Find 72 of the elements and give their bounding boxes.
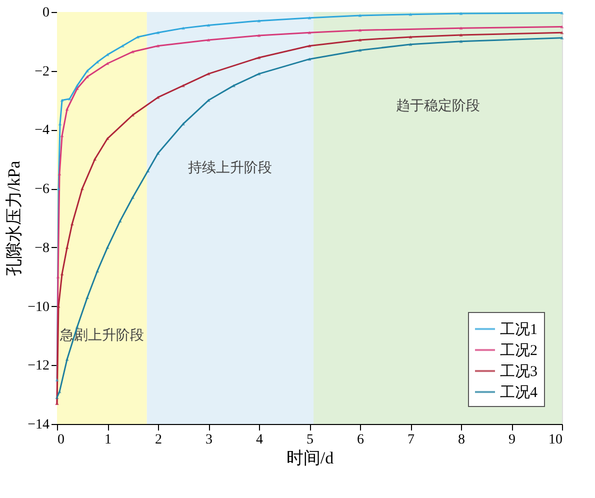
point (408, 12, 412, 16)
point (55, 378, 59, 382)
x-tick-label: 0 (58, 432, 64, 448)
point (206, 38, 210, 42)
point (206, 72, 210, 76)
legend-label: 工况4 (500, 385, 538, 401)
point (60, 98, 64, 102)
point (560, 36, 564, 40)
point (75, 84, 79, 88)
band-label: 趋于稳定阶段 (396, 98, 480, 114)
point (106, 246, 110, 249)
legend-label: 工况3 (500, 364, 538, 380)
x-tick-label: 5 (306, 432, 314, 448)
point (65, 108, 69, 111)
point (86, 69, 90, 72)
y-tick-label: −6 (34, 182, 50, 198)
point (182, 122, 185, 126)
point (93, 158, 97, 161)
point (96, 269, 100, 272)
point (232, 84, 236, 88)
point (459, 12, 463, 15)
x-tick-label: 8 (458, 432, 465, 448)
point (146, 169, 150, 172)
point (118, 219, 122, 222)
y-axis-title: 孔隙水压力/kPa (4, 160, 24, 276)
point (459, 33, 463, 36)
y-tick-label: −14 (28, 418, 50, 432)
y-tick-label: −12 (28, 358, 50, 374)
x-tick-label: 2 (155, 432, 162, 448)
point (408, 36, 412, 39)
point (358, 38, 362, 42)
point (308, 58, 312, 61)
point (257, 19, 261, 22)
y-tick-label: −4 (34, 123, 50, 138)
point (560, 11, 564, 14)
point (65, 358, 69, 361)
point (65, 246, 69, 249)
y-tick-label: −8 (34, 240, 50, 256)
point (55, 396, 59, 400)
y-tick-label: −2 (34, 64, 50, 80)
point (75, 87, 79, 90)
point (408, 42, 412, 46)
point (68, 97, 72, 100)
x-tick-label: 10 (548, 432, 562, 448)
point (257, 72, 261, 76)
point (96, 60, 100, 64)
point (156, 152, 160, 155)
x-tick-label: 4 (256, 432, 263, 448)
x-tick-label: 3 (206, 432, 212, 448)
point (70, 222, 74, 226)
x-tick-label: 9 (508, 432, 516, 448)
point (56, 187, 60, 190)
x-axis-title: 时间/d (286, 448, 334, 468)
legend-label: 工况1 (500, 322, 538, 338)
point (308, 44, 312, 48)
point (131, 196, 134, 199)
point (358, 14, 362, 18)
y-tick-label: 0 (42, 6, 50, 20)
point (358, 48, 362, 52)
band-label: 持续上升阶段 (188, 160, 272, 176)
point (182, 84, 185, 88)
point (308, 16, 312, 20)
x-tick-label: 1 (104, 432, 112, 448)
legend-label: 工况2 (500, 343, 538, 359)
point (156, 44, 160, 48)
point (459, 40, 463, 43)
point (106, 137, 110, 140)
point (80, 187, 84, 190)
y-tick-label: −10 (28, 300, 50, 315)
x-tick-label: 6 (357, 432, 364, 448)
x-tick-label: 7 (408, 432, 414, 448)
point (257, 34, 261, 38)
